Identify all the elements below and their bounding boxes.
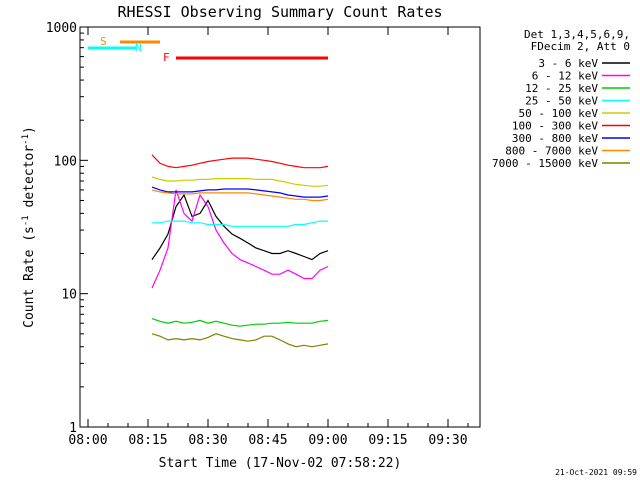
flag-label-f: F — [163, 51, 170, 64]
plot-area: S N F — [79, 26, 481, 428]
y-tick-label-1: 10 — [61, 288, 77, 303]
y-axis-label-sup2: -1 — [21, 134, 31, 145]
y-axis-label-sup1: -1 — [21, 215, 31, 226]
legend-header-line-2: FDecim 2, Att 0 — [531, 40, 630, 53]
legend-item-label-4: 50 - 100 keV — [519, 107, 599, 120]
y-axis-label: Count Rate (s-1 detector-1) — [21, 126, 37, 328]
y-tick-label-0: 1 — [69, 421, 77, 436]
flags-layer: S N F — [88, 35, 328, 64]
series-line-1 — [151, 189, 329, 289]
legend-header-line-1: Det 1,3,4,5,6,9, — [524, 28, 630, 41]
legend-item-label-0: 3 - 6 keV — [538, 57, 598, 70]
x-tick-label-2: 08:30 — [188, 433, 227, 448]
y-tick-label-2: 100 — [54, 154, 77, 169]
series-line-6 — [151, 186, 329, 198]
x-tick-label-1: 08:15 — [128, 433, 167, 448]
series-line-2 — [151, 318, 329, 327]
legend-item-label-6: 300 - 800 keV — [512, 132, 598, 145]
series-line-5 — [151, 154, 329, 169]
series-line-7 — [151, 189, 329, 202]
series-layer — [151, 154, 329, 348]
x-tick-label-5: 09:15 — [368, 433, 407, 448]
series-line-4 — [151, 176, 329, 187]
x-axis-label: Start Time (17-Nov-02 07:58:22) — [159, 456, 402, 471]
legend-item-label-3: 25 - 50 keV — [525, 95, 598, 108]
legend-item-label-7: 800 - 7000 keV — [505, 145, 598, 158]
x-axis: 08:00 08:15 08:30 08:45 09:00 09:15 09:30 — [68, 27, 469, 448]
legend-item-label-1: 6 - 12 keV — [532, 70, 599, 83]
flag-label-s: S — [100, 35, 107, 48]
y-axis-label-part3: ) — [22, 126, 37, 134]
y-axis-label-part2: detector — [22, 145, 37, 216]
legend-item-label-8: 7000 - 15000 keV — [492, 157, 598, 170]
x-tick-label-0: 08:00 — [68, 433, 107, 448]
flag-label-n: N — [135, 41, 142, 54]
series-line-3 — [152, 220, 328, 227]
plot-frame — [79, 26, 481, 428]
x-tick-label-4: 09:00 — [308, 433, 347, 448]
legend-item-label-5: 100 - 300 keV — [512, 120, 598, 133]
y-axis: 1 10 100 1000 — [46, 21, 88, 436]
chart-title: RHESSI Observing Summary Count Rates — [117, 3, 442, 21]
legend: Det 1,3,4,5,6,9, FDecim 2, Att 0 3 - 6 k… — [492, 28, 630, 170]
y-axis-label-part1: Count Rate (s — [22, 226, 37, 328]
footer-timestamp: 21-Oct-2021 09:59 — [555, 468, 637, 477]
y-tick-label-3: 1000 — [46, 21, 77, 36]
x-tick-label-3: 08:45 — [248, 433, 287, 448]
series-line-8 — [151, 333, 329, 348]
legend-item-label-2: 12 - 25 keV — [525, 82, 598, 95]
x-tick-label-6: 09:30 — [428, 433, 467, 448]
series-line-0 — [151, 193, 329, 261]
